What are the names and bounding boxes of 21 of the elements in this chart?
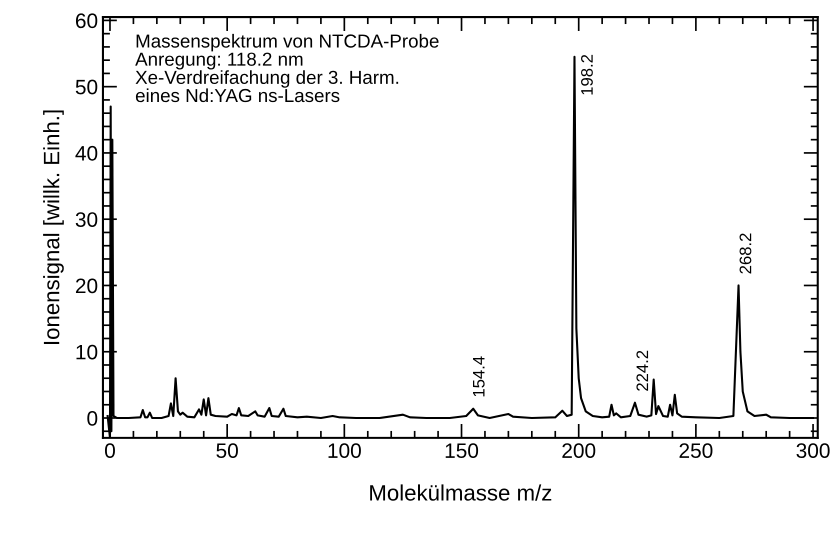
x-tick-label: 300 (796, 443, 830, 458)
annotation: 154.4 (473, 356, 485, 396)
annotation: 268.2 (740, 233, 752, 274)
x-tick-label: 100 (328, 443, 361, 458)
y-tick-label: 10 (76, 344, 98, 360)
y-tick-label: 50 (76, 80, 98, 94)
y-axis-title: Ionensignal [willk. Einh.] (43, 110, 64, 344)
x-tick-label: 150 (446, 443, 478, 458)
x-tick-label: 250 (680, 443, 712, 458)
y-tick-label: 20 (76, 278, 98, 294)
annotation: 198.2 (581, 54, 593, 94)
annotation: Massenspektrum von NTCDA-Probe Anregung: 118.2 nm Xe-Verdreifachung der 3. Harm. eines Nd:YAG ns-Lasers (135, 34, 439, 102)
x-tick-label: 50 (216, 443, 238, 458)
y-tick-label: 0 (87, 411, 98, 426)
y-tick-label: 60 (76, 13, 98, 28)
x-tick-label: 200 (562, 443, 596, 458)
y-tick-label: 40 (75, 146, 98, 161)
x-axis-title: Molekülmasse m/z (370, 484, 552, 501)
annotation: 224.2 (636, 350, 648, 391)
x-tick-label: 0 (105, 443, 115, 458)
y-tick-label: 30 (76, 212, 98, 227)
